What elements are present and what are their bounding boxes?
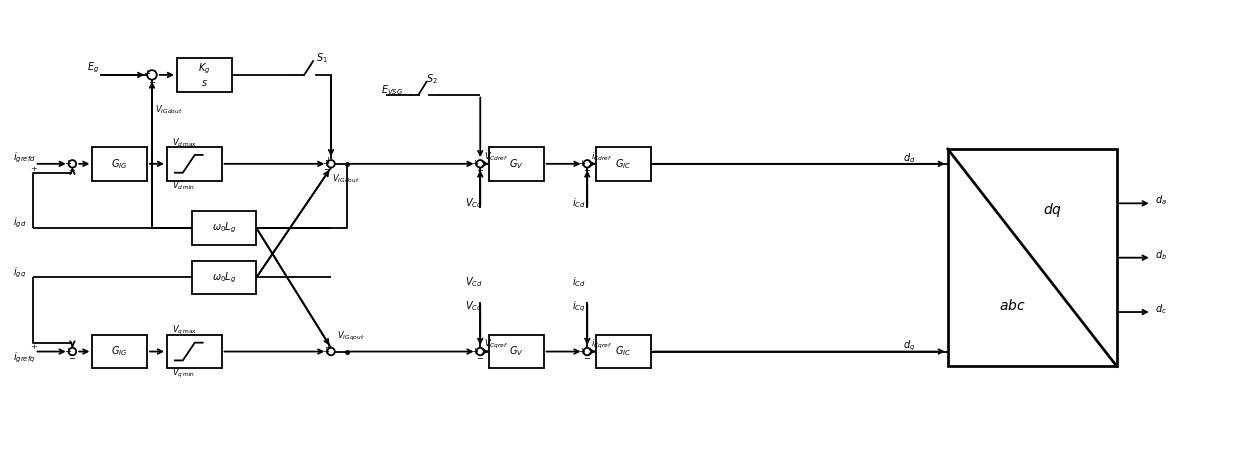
Text: $S_2$: $S_2$ — [425, 72, 437, 86]
Text: $V_{IGqout}$: $V_{IGqout}$ — [337, 330, 364, 343]
Bar — [596, 147, 650, 181]
Text: $V_{Cd}$: $V_{Cd}$ — [466, 196, 483, 210]
Bar — [489, 147, 544, 181]
Text: $G_V$: $G_V$ — [509, 157, 524, 171]
Text: +: + — [579, 159, 586, 169]
Bar — [167, 147, 222, 181]
Text: $d_b$: $d_b$ — [1155, 248, 1167, 262]
Text: +: + — [31, 165, 37, 173]
Text: $-$: $-$ — [323, 163, 331, 172]
Text: +: + — [472, 347, 478, 356]
Text: $i_{Cqref}$: $i_{Cqref}$ — [591, 338, 612, 351]
Bar — [92, 335, 147, 369]
Text: +: + — [322, 347, 330, 356]
Text: +: + — [63, 347, 71, 356]
Text: $d_d$: $d_d$ — [903, 151, 916, 165]
Text: $V_{IGdout}$: $V_{IGdout}$ — [155, 103, 182, 116]
Text: $E_{VSG}$: $E_{VSG}$ — [380, 83, 403, 97]
Bar — [192, 211, 256, 245]
Text: $V_{Cq}$: $V_{Cq}$ — [466, 300, 483, 314]
Text: $\omega_0 L_g$: $\omega_0 L_g$ — [212, 270, 237, 285]
Text: $-$: $-$ — [68, 352, 77, 361]
Bar — [92, 147, 147, 181]
Text: $V_{q\,\mathrm{min}}$: $V_{q\,\mathrm{min}}$ — [172, 367, 195, 380]
Text: $G_{IG}$: $G_{IG}$ — [112, 344, 128, 358]
Text: $-$: $-$ — [584, 352, 591, 361]
Text: $V_{d\,\mathrm{min}}$: $V_{d\,\mathrm{min}}$ — [172, 179, 195, 192]
Text: $d_a$: $d_a$ — [1155, 194, 1167, 207]
Text: $G_{IG}$: $G_{IG}$ — [112, 157, 128, 171]
Text: +: + — [322, 159, 330, 169]
Text: $V_{Cdref}$: $V_{Cdref}$ — [484, 150, 508, 163]
Text: $d_q$: $d_q$ — [903, 338, 916, 353]
Bar — [489, 335, 544, 369]
Text: $S_1$: $S_1$ — [316, 51, 328, 65]
Text: $G_{IC}$: $G_{IC}$ — [616, 157, 632, 171]
Text: $K_g$
$s$: $K_g$ $s$ — [198, 62, 211, 88]
Text: $i_{Cd}$: $i_{Cd}$ — [572, 196, 586, 210]
Text: +: + — [579, 347, 586, 356]
Text: $i_{Cdref}$: $i_{Cdref}$ — [591, 150, 612, 163]
Text: +: + — [31, 343, 37, 350]
Text: $i_{gq}$: $i_{gq}$ — [12, 265, 26, 280]
Text: $V_{Cd}$: $V_{Cd}$ — [466, 275, 483, 289]
Text: $V_{Cqref}$: $V_{Cqref}$ — [484, 338, 508, 351]
Text: $i_{grefd}$: $i_{grefd}$ — [12, 150, 36, 165]
Text: +: + — [323, 156, 331, 165]
Text: $i_{Cd}$: $i_{Cd}$ — [572, 275, 586, 289]
Text: $i_{gd}$: $i_{gd}$ — [12, 216, 26, 230]
Text: $-$: $-$ — [476, 164, 484, 174]
Text: $G_{IC}$: $G_{IC}$ — [616, 344, 632, 358]
Text: $d_c$: $d_c$ — [1155, 302, 1166, 316]
Text: $-$: $-$ — [476, 352, 484, 361]
Text: $dq$: $dq$ — [1043, 201, 1062, 219]
Text: $V_{d\,\mathrm{max}}$: $V_{d\,\mathrm{max}}$ — [172, 137, 197, 150]
Text: $G_V$: $G_V$ — [509, 344, 524, 358]
Text: +: + — [63, 159, 71, 169]
Bar — [192, 261, 256, 294]
Bar — [948, 149, 1116, 366]
Text: +: + — [472, 159, 478, 169]
Text: $i_{Cq}$: $i_{Cq}$ — [572, 300, 586, 314]
Bar — [167, 335, 222, 369]
Text: $E_g$: $E_g$ — [87, 61, 99, 75]
Text: $V_{q\,\mathrm{max}}$: $V_{q\,\mathrm{max}}$ — [172, 324, 197, 338]
Text: $i_{grefq}$: $i_{grefq}$ — [12, 350, 35, 365]
Text: $\omega_0 L_g$: $\omega_0 L_g$ — [212, 221, 237, 235]
Bar — [177, 58, 232, 92]
Text: $-$: $-$ — [584, 164, 591, 174]
Text: $V_{IGdout}$: $V_{IGdout}$ — [332, 172, 359, 185]
Text: +: + — [144, 69, 150, 78]
Text: $abc$: $abc$ — [999, 298, 1026, 313]
Text: +: + — [323, 344, 331, 352]
Text: $-$: $-$ — [68, 164, 77, 174]
Text: $-$: $-$ — [147, 75, 156, 85]
Bar — [596, 335, 650, 369]
